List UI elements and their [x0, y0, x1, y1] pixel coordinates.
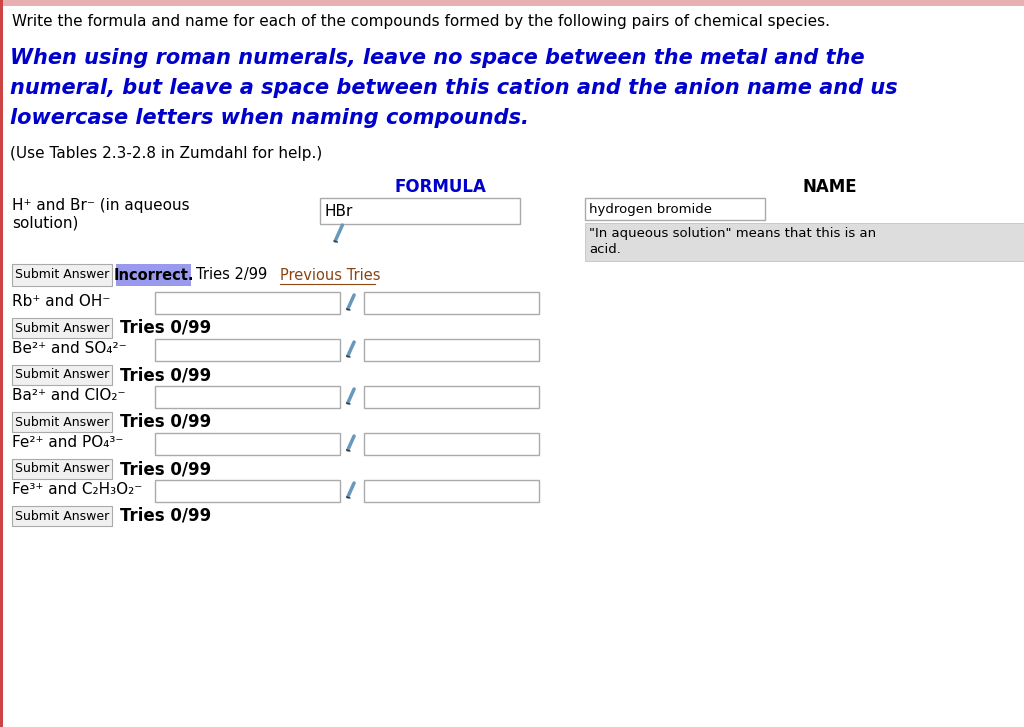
Text: Tries 2/99: Tries 2/99 — [196, 268, 267, 283]
Text: Tries 0/99: Tries 0/99 — [120, 366, 211, 384]
Bar — [364, 339, 539, 361]
Bar — [364, 292, 539, 314]
Bar — [364, 386, 539, 408]
Bar — [155, 480, 340, 502]
Text: Tries 0/99: Tries 0/99 — [120, 319, 211, 337]
Text: Submit Answer: Submit Answer — [15, 510, 110, 523]
Text: Ba²⁺ and ClO₂⁻: Ba²⁺ and ClO₂⁻ — [12, 388, 126, 403]
Text: Write the formula and name for each of the compounds formed by the following pai: Write the formula and name for each of t… — [12, 14, 830, 29]
Text: solution): solution) — [12, 216, 79, 231]
Text: HBr: HBr — [324, 204, 352, 219]
Text: acid.: acid. — [589, 243, 621, 256]
Text: Tries 0/99: Tries 0/99 — [120, 507, 211, 525]
Text: numeral, but leave a space between this cation and the anion name and us: numeral, but leave a space between this … — [10, 78, 898, 98]
Text: Be²⁺ and SO₄²⁻: Be²⁺ and SO₄²⁻ — [12, 341, 127, 356]
Text: When using roman numerals, leave no space between the metal and the: When using roman numerals, leave no spac… — [10, 48, 864, 68]
Bar — [12, 506, 112, 526]
Bar — [155, 386, 340, 408]
Bar — [0, 0, 1024, 6]
Text: Submit Answer: Submit Answer — [15, 416, 110, 428]
Text: Fe²⁺ and PO₄³⁻: Fe²⁺ and PO₄³⁻ — [12, 435, 123, 450]
Bar — [155, 433, 340, 455]
Text: Submit Answer: Submit Answer — [15, 369, 110, 382]
Text: (Use Tables 2.3-2.8 in Zumdahl for help.): (Use Tables 2.3-2.8 in Zumdahl for help.… — [10, 146, 323, 161]
Bar — [12, 264, 112, 286]
Text: Tries 0/99: Tries 0/99 — [120, 413, 211, 431]
Bar — [0, 0, 3, 727]
Text: Previous Tries: Previous Tries — [280, 268, 381, 283]
Text: H⁺ and Br⁻ (in aqueous: H⁺ and Br⁻ (in aqueous — [12, 198, 189, 213]
Bar — [116, 264, 191, 286]
Text: NAME: NAME — [803, 178, 857, 196]
Text: "In aqueous solution" means that this is an: "In aqueous solution" means that this is… — [589, 227, 877, 240]
Text: lowercase letters when naming compounds.: lowercase letters when naming compounds. — [10, 108, 528, 128]
Bar — [12, 365, 112, 385]
Bar — [364, 433, 539, 455]
Text: FORMULA: FORMULA — [394, 178, 486, 196]
Text: hydrogen bromide: hydrogen bromide — [589, 203, 712, 215]
Text: Tries 0/99: Tries 0/99 — [120, 460, 211, 478]
Text: Fe³⁺ and C₂H₃O₂⁻: Fe³⁺ and C₂H₃O₂⁻ — [12, 482, 142, 497]
Bar — [12, 412, 112, 432]
Bar — [155, 339, 340, 361]
Text: Submit Answer: Submit Answer — [15, 321, 110, 334]
Bar — [12, 459, 112, 479]
Text: Incorrect.: Incorrect. — [114, 268, 194, 283]
Bar — [364, 480, 539, 502]
Bar — [12, 318, 112, 338]
Text: Submit Answer: Submit Answer — [15, 462, 110, 475]
Text: Rb⁺ and OH⁻: Rb⁺ and OH⁻ — [12, 294, 111, 309]
Bar — [319, 198, 520, 224]
Text: Submit Answer: Submit Answer — [15, 268, 110, 281]
Bar — [155, 292, 340, 314]
Bar — [585, 223, 1024, 261]
Bar — [585, 198, 765, 220]
